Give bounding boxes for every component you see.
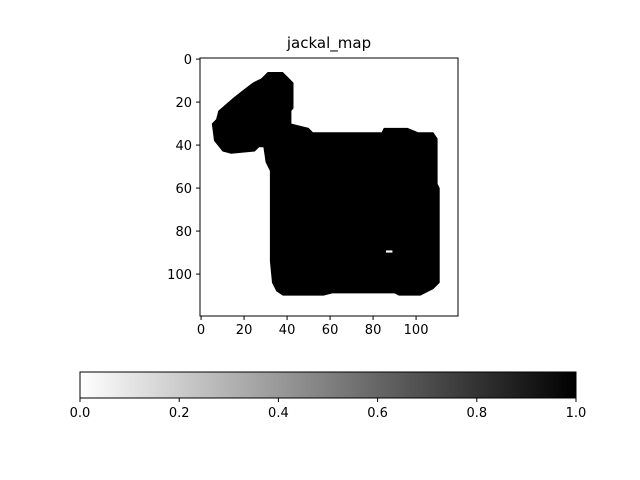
- x-tick-label: 60: [322, 323, 339, 338]
- colorbar-tick-label: 0.6: [367, 406, 388, 421]
- x-tick-label: 100: [404, 323, 429, 338]
- y-tick-label: 0: [184, 53, 192, 68]
- y-tick-label: 100: [167, 268, 192, 283]
- y-axis-ticks: 0 20 40 60 80 100: [167, 53, 200, 283]
- axes-frame: [199, 57, 459, 317]
- x-tick-label: 40: [279, 323, 296, 338]
- colorbar-tick-label: 1.0: [566, 406, 587, 421]
- y-tick-label: 60: [175, 182, 192, 197]
- free-cell-hole: [385, 250, 393, 253]
- colorbar-ticks: 0.0 0.2 0.4 0.6 0.8 1.0: [70, 398, 587, 421]
- y-tick-label: 40: [175, 139, 192, 154]
- colorbar-tick-label: 0.2: [169, 406, 190, 421]
- colorbar-gradient: [80, 372, 576, 398]
- chart-title: jackal_map: [286, 34, 371, 53]
- y-tick-label: 20: [175, 96, 192, 111]
- occupied-region: [211, 72, 440, 296]
- x-tick-label: 20: [236, 323, 253, 338]
- colorbar: 0.0 0.2 0.4 0.6 0.8 1.0: [70, 371, 587, 421]
- x-axis-ticks: 0 20 40 60 80 100: [197, 316, 429, 338]
- colorbar-tick-label: 0.8: [466, 406, 487, 421]
- x-tick-label: 0: [197, 323, 205, 338]
- heatmap-axes: jackal_map 0 20 40 60 80 100 0 20 40 60 80 100: [167, 34, 459, 338]
- y-tick-label: 80: [175, 225, 192, 240]
- x-tick-label: 80: [365, 323, 382, 338]
- colorbar-tick-label: 0.4: [268, 406, 289, 421]
- colorbar-tick-label: 0.0: [70, 406, 91, 421]
- colorbar-frame: [79, 371, 577, 399]
- occupancy-layer: [211, 72, 440, 296]
